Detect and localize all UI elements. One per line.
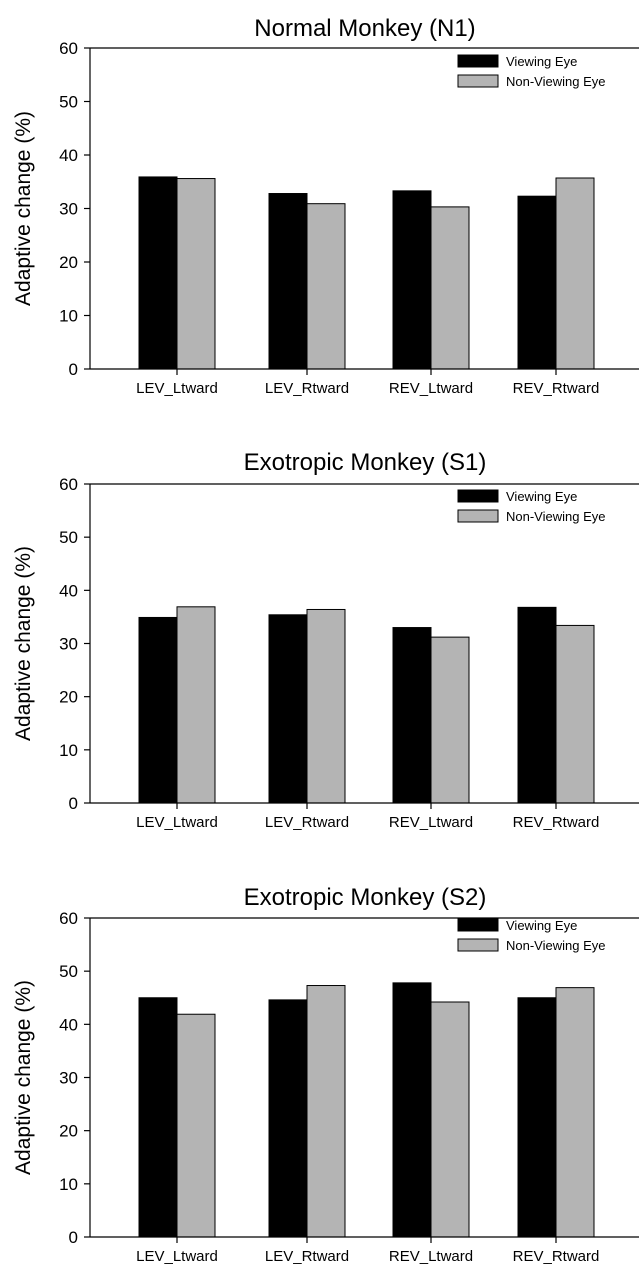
y-axis-label: Adaptive change (%) bbox=[12, 980, 35, 1175]
y-tick-label: 30 bbox=[59, 200, 78, 219]
x-tick-label: REV_Ltward bbox=[389, 814, 473, 831]
y-tick-label: 10 bbox=[59, 741, 78, 760]
bar-non-viewing-eye-3 bbox=[430, 206, 470, 370]
legend-label-viewing-eye: Viewing Eye bbox=[506, 54, 577, 69]
legend-swatch-viewing-eye bbox=[457, 918, 499, 932]
bar-viewing-eye-2 bbox=[268, 193, 308, 370]
y-tick-label: 20 bbox=[59, 688, 78, 707]
chart-panel-3: Exotropic Monkey (S2) Adaptive change (%)… bbox=[12, 884, 639, 1265]
x-tick-label: REV_Rtward bbox=[513, 380, 600, 397]
bar-viewing-eye-3 bbox=[392, 190, 432, 370]
bar-viewing-eye-1 bbox=[138, 997, 178, 1238]
y-axis-label: Adaptive change (%) bbox=[12, 111, 35, 306]
chart-panel-1: Normal Monkey (N1) Adaptive change (%) 0 10… bbox=[12, 15, 639, 397]
bar-viewing-eye-4 bbox=[517, 997, 557, 1238]
y-tick-label: 30 bbox=[59, 635, 78, 654]
y-tick-label: 30 bbox=[59, 1069, 78, 1088]
x-tick-label: LEV_Ltward bbox=[136, 814, 218, 831]
x-tick-label: LEV_Rtward bbox=[265, 380, 349, 397]
bar-viewing-eye-4 bbox=[517, 195, 557, 370]
x-tick-label: LEV_Rtward bbox=[265, 814, 349, 831]
y-tick-label: 0 bbox=[69, 794, 78, 813]
legend-swatch-non-viewing-eye bbox=[457, 74, 499, 88]
bar-non-viewing-eye-2 bbox=[306, 203, 346, 370]
y-tick-label: 40 bbox=[59, 581, 78, 600]
bar-non-viewing-eye-3 bbox=[430, 636, 470, 804]
legend-swatch-non-viewing-eye bbox=[457, 509, 499, 523]
y-tick-label: 10 bbox=[59, 307, 78, 326]
legend-label-non-viewing-eye: Non-Viewing Eye bbox=[506, 74, 605, 89]
y-tick-label: 50 bbox=[59, 962, 78, 981]
bar-non-viewing-eye-1 bbox=[176, 178, 216, 370]
legend-swatch-viewing-eye bbox=[457, 489, 499, 503]
legend-label-viewing-eye: Viewing Eye bbox=[506, 918, 577, 933]
x-tick-label: LEV_Ltward bbox=[136, 1248, 218, 1265]
bar-non-viewing-eye-4 bbox=[555, 987, 595, 1238]
y-tick-label: 0 bbox=[69, 1228, 78, 1247]
bar-non-viewing-eye-3 bbox=[430, 1001, 470, 1238]
bar-non-viewing-eye-4 bbox=[555, 624, 595, 804]
bar-viewing-eye-2 bbox=[268, 999, 308, 1238]
bar-non-viewing-eye-4 bbox=[555, 177, 595, 370]
y-tick-label: 60 bbox=[59, 475, 78, 494]
y-tick-label: 60 bbox=[59, 39, 78, 58]
y-tick-label: 40 bbox=[59, 1015, 78, 1034]
bar-non-viewing-eye-1 bbox=[176, 606, 216, 804]
bar-non-viewing-eye-1 bbox=[176, 1013, 216, 1238]
y-tick-label: 50 bbox=[59, 93, 78, 112]
y-tick-label: 60 bbox=[59, 909, 78, 928]
legend-swatch-viewing-eye bbox=[457, 54, 499, 68]
y-tick-label: 20 bbox=[59, 1122, 78, 1141]
legend-swatch-non-viewing-eye bbox=[457, 938, 499, 952]
x-tick-label: REV_Rtward bbox=[513, 1248, 600, 1265]
bar-viewing-eye-3 bbox=[392, 627, 432, 804]
y-tick-label: 0 bbox=[69, 360, 78, 379]
y-axis-label: Adaptive change (%) bbox=[12, 546, 35, 741]
bar-non-viewing-eye-2 bbox=[306, 608, 346, 804]
chart-title: Exotropic Monkey (S2) bbox=[244, 884, 487, 911]
chart-title: Exotropic Monkey (S1) bbox=[244, 449, 487, 476]
chart-panel-2: Exotropic Monkey (S1) Adaptive change (%)… bbox=[12, 449, 639, 831]
x-tick-label: LEV_Ltward bbox=[136, 380, 218, 397]
legend-label-non-viewing-eye: Non-Viewing Eye bbox=[506, 938, 605, 953]
y-tick-label: 40 bbox=[59, 146, 78, 165]
legend-label-viewing-eye: Viewing Eye bbox=[506, 489, 577, 504]
x-tick-label: REV_Rtward bbox=[513, 814, 600, 831]
y-tick-label: 50 bbox=[59, 528, 78, 547]
legend-label-non-viewing-eye: Non-Viewing Eye bbox=[506, 509, 605, 524]
bar-viewing-eye-3 bbox=[392, 982, 432, 1238]
bar-viewing-eye-1 bbox=[138, 176, 178, 370]
x-tick-label: REV_Ltward bbox=[389, 380, 473, 397]
chart-title: Normal Monkey (N1) bbox=[254, 15, 475, 42]
y-tick-label: 10 bbox=[59, 1175, 78, 1194]
bar-viewing-eye-1 bbox=[138, 616, 178, 804]
y-tick-label: 20 bbox=[59, 253, 78, 272]
x-tick-label: LEV_Rtward bbox=[265, 1248, 349, 1265]
x-tick-label: REV_Ltward bbox=[389, 1248, 473, 1265]
bar-viewing-eye-4 bbox=[517, 606, 557, 804]
bar-viewing-eye-2 bbox=[268, 614, 308, 804]
bar-non-viewing-eye-2 bbox=[306, 985, 346, 1238]
